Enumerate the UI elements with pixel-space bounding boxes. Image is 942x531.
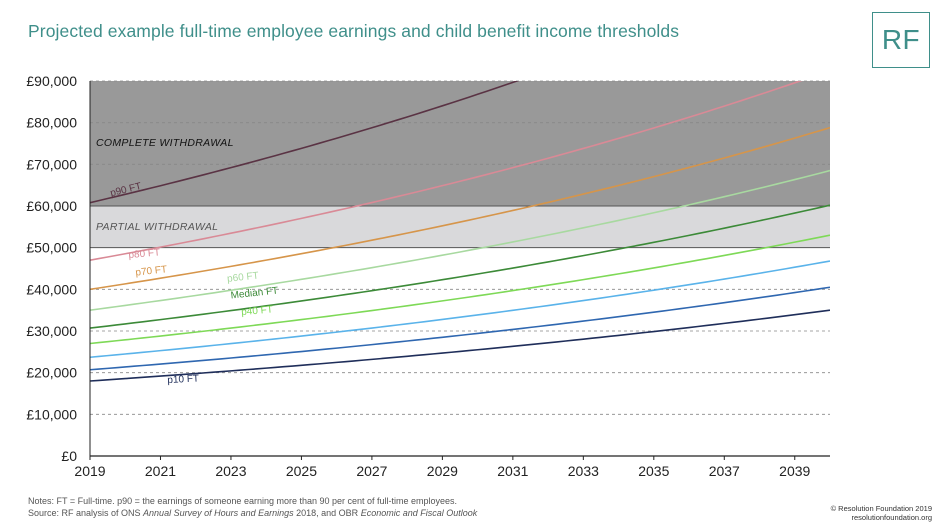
series-line-p40-ft: [90, 234, 830, 345]
x-tick-label: 2031: [497, 463, 528, 479]
series-line-p80-ft: [90, 81, 803, 261]
y-tick-label: £40,000: [26, 281, 77, 297]
series-label-p70-ft: p70 FT: [135, 264, 168, 278]
x-tick-label: 2019: [74, 463, 105, 479]
rf-logo: RF: [872, 12, 930, 68]
series-line-unlabelled-2: [90, 260, 830, 359]
series-label-p10-ft: p10 FT: [167, 373, 199, 386]
copyright-line1: © Resolution Foundation 2019: [830, 504, 932, 513]
band-label-complete: COMPLETE WITHDRAWAL: [96, 137, 234, 149]
x-tick-label: 2021: [145, 463, 176, 479]
notes-text: Notes: FT = Full-time. p90 = the earning…: [28, 496, 458, 506]
series-line-median-ft: [90, 204, 830, 329]
source-survey: Annual Survey of Hours and Earnings: [143, 508, 294, 518]
source-prefix: Source: RF analysis of ONS: [28, 508, 144, 518]
x-tick-label: 2039: [779, 463, 810, 479]
y-tick-label: £90,000: [26, 73, 77, 89]
source-text: Source: RF analysis of ONS Annual Survey…: [28, 507, 477, 519]
series-line-p10-ft: [90, 309, 830, 382]
footer-notes: Notes: FT = Full-time. p90 = the earning…: [28, 495, 477, 519]
source-outlook: Economic and Fiscal Outlook: [360, 508, 478, 518]
series-line-p70-ft: [90, 126, 830, 291]
series-label-median-ft: Median FT: [230, 286, 279, 302]
copyright-line2: resolutionfoundation.org: [851, 513, 932, 522]
y-tick-label: £0: [61, 448, 77, 464]
y-tick-label: £30,000: [26, 323, 77, 339]
x-tick-label: 2037: [709, 463, 740, 479]
x-tick-label: 2027: [356, 463, 387, 479]
source-middle: 2018, and OBR: [293, 508, 361, 518]
series-line-p90-ft: [90, 81, 520, 204]
copyright: © Resolution Foundation 2019 resolutionf…: [831, 504, 932, 522]
x-tick-label: 2023: [215, 463, 246, 479]
series-label-p80-ft: p80 FT: [128, 247, 161, 261]
series-line-unlabelled-1: [90, 286, 830, 371]
x-tick-label: 2035: [638, 463, 669, 479]
band-label-partial: PARTIAL WITHDRAWAL: [96, 221, 218, 233]
chart-title: Projected example full-time employee ear…: [28, 21, 680, 41]
y-tick-label: £60,000: [26, 198, 77, 214]
series-label-p40-ft: p40 FT: [241, 304, 274, 318]
band-complete-withdrawal: [90, 81, 830, 206]
y-tick-label: £20,000: [26, 365, 77, 381]
x-tick-label: 2033: [568, 463, 599, 479]
y-tick-label: £80,000: [26, 115, 77, 131]
series-group: [90, 81, 830, 382]
x-tick-label: 2029: [427, 463, 458, 479]
y-tick-label: £10,000: [26, 406, 77, 422]
series-label-p60-ft: p60 FT: [227, 271, 260, 285]
x-tick-label: 2025: [286, 463, 317, 479]
y-tick-label: £50,000: [26, 240, 77, 256]
series-line-p60-ft: [90, 169, 830, 311]
band-partial-withdrawal: [90, 206, 830, 248]
y-tick-label: £70,000: [26, 156, 77, 172]
